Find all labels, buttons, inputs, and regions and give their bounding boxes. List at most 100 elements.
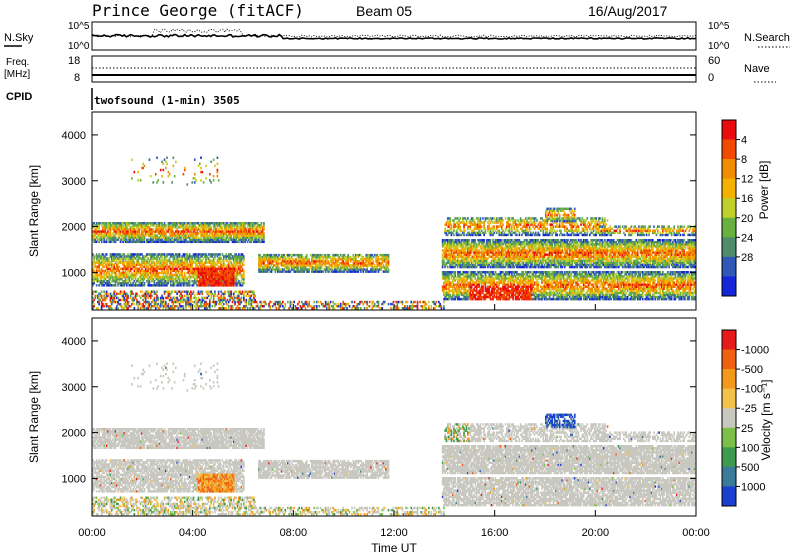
power-cell bbox=[113, 236, 116, 239]
power-cell bbox=[157, 284, 160, 287]
power-cell bbox=[214, 238, 216, 241]
power-cell bbox=[215, 236, 217, 239]
power-cell bbox=[293, 300, 295, 304]
power-cell bbox=[156, 271, 158, 275]
power-cell bbox=[249, 230, 251, 233]
power-cell bbox=[118, 265, 121, 268]
power-cell bbox=[128, 275, 131, 279]
power-cell bbox=[104, 226, 107, 229]
power-cell bbox=[136, 261, 138, 264]
power-cell bbox=[253, 226, 255, 229]
power-cell bbox=[243, 296, 245, 300]
power-cell bbox=[446, 265, 449, 269]
power-cell bbox=[97, 230, 99, 233]
power-cell bbox=[113, 230, 116, 233]
power-cell bbox=[119, 232, 122, 235]
power-cell bbox=[222, 222, 225, 225]
power-cell bbox=[190, 265, 192, 268]
power-cell bbox=[193, 240, 196, 244]
power-cell bbox=[175, 253, 177, 256]
power-cell bbox=[207, 234, 210, 237]
power-cell bbox=[424, 300, 426, 304]
power-cell bbox=[177, 271, 180, 275]
power-cell bbox=[104, 230, 107, 233]
power-cell bbox=[222, 302, 225, 306]
power-cell bbox=[226, 234, 229, 237]
power-cell bbox=[221, 230, 224, 233]
power-cell bbox=[219, 230, 221, 233]
power-cell bbox=[131, 222, 133, 225]
power-cell bbox=[147, 240, 150, 244]
power-cell bbox=[94, 234, 97, 237]
power-cell bbox=[216, 238, 219, 241]
power-cell bbox=[239, 307, 241, 310]
power-cell bbox=[117, 282, 119, 285]
power-cell bbox=[156, 290, 158, 293]
power-cell bbox=[109, 238, 112, 241]
power-cell bbox=[214, 257, 216, 260]
power-cell bbox=[124, 271, 127, 275]
power-cell bbox=[180, 222, 182, 225]
power-cell bbox=[246, 234, 249, 237]
power-cell bbox=[161, 232, 163, 235]
power-cell bbox=[171, 228, 173, 231]
power-cell bbox=[165, 240, 167, 244]
power-cell bbox=[100, 284, 103, 287]
power-cell bbox=[153, 267, 156, 271]
power-cell bbox=[139, 263, 142, 266]
power-cell bbox=[172, 255, 175, 258]
power-cell bbox=[327, 260, 329, 263]
power-cell bbox=[115, 238, 118, 241]
power-cell bbox=[134, 230, 137, 233]
power-cell bbox=[138, 275, 141, 279]
power-cell bbox=[149, 240, 152, 244]
power-cell bbox=[180, 236, 182, 239]
power-cell bbox=[124, 226, 127, 229]
power-cell bbox=[190, 269, 192, 273]
power-cell bbox=[297, 307, 299, 310]
power-cell bbox=[123, 275, 126, 279]
power-cell bbox=[149, 236, 152, 239]
power-cell bbox=[190, 271, 192, 275]
power-cell bbox=[103, 269, 105, 273]
power-cell bbox=[241, 230, 244, 233]
power-cell bbox=[259, 232, 262, 235]
power-cell bbox=[97, 222, 99, 225]
power-cell bbox=[146, 269, 148, 273]
power-cell bbox=[238, 236, 240, 239]
power-cell bbox=[151, 234, 153, 237]
power-cell bbox=[243, 230, 245, 233]
power-cell bbox=[129, 238, 132, 241]
power-cell bbox=[131, 228, 133, 231]
power-cell bbox=[95, 280, 98, 283]
power-cell bbox=[177, 259, 180, 262]
power-cell bbox=[258, 224, 260, 227]
power-cell bbox=[173, 255, 176, 258]
power-cell bbox=[99, 271, 102, 275]
power-cell bbox=[143, 238, 146, 241]
power-cell bbox=[205, 228, 207, 231]
power-cell bbox=[171, 253, 173, 256]
power-cell bbox=[178, 261, 181, 264]
power-cell bbox=[176, 236, 178, 239]
power-cell bbox=[159, 238, 162, 241]
power-cell bbox=[366, 302, 368, 306]
power-cell bbox=[97, 280, 99, 283]
power-cell bbox=[248, 222, 250, 225]
power-cell bbox=[168, 226, 171, 229]
power-cell bbox=[381, 307, 384, 310]
power-cell bbox=[115, 226, 118, 229]
power-cell bbox=[152, 240, 155, 244]
power-cell bbox=[234, 300, 236, 304]
power-cell bbox=[167, 275, 170, 279]
power-cell bbox=[159, 222, 162, 225]
power-cell bbox=[115, 275, 118, 279]
power-cell bbox=[182, 305, 185, 308]
power-cell bbox=[94, 230, 97, 233]
power-cell bbox=[93, 257, 95, 260]
power-cell bbox=[178, 238, 181, 241]
power-cell bbox=[128, 255, 131, 258]
power-cell bbox=[183, 265, 186, 268]
power-cell bbox=[131, 275, 133, 279]
power-cell bbox=[146, 265, 148, 268]
